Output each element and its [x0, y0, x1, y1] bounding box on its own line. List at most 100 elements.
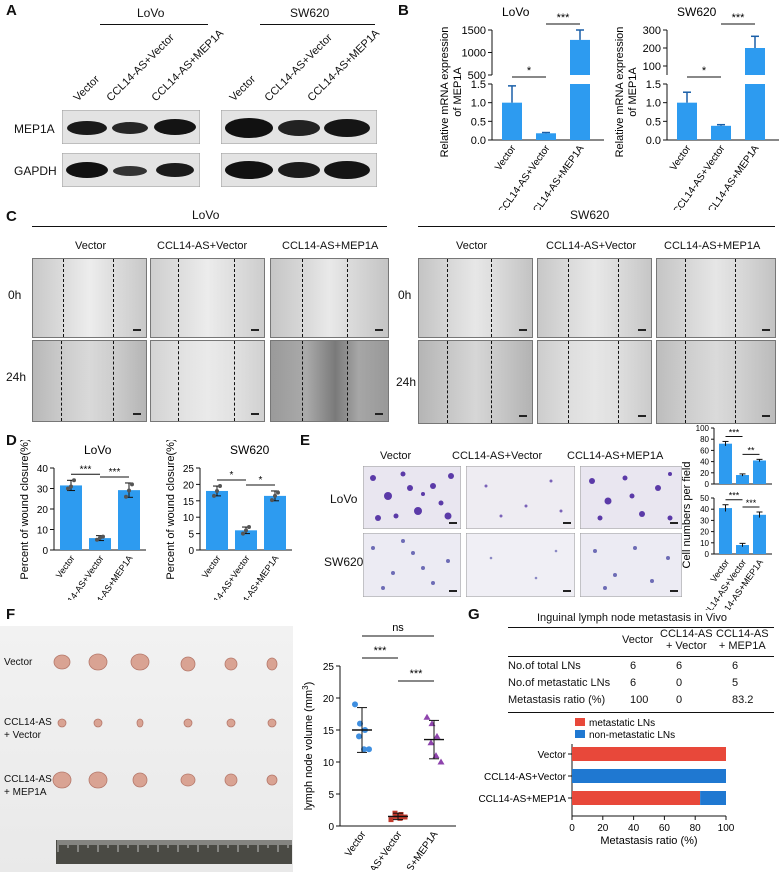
protein-label-gapdh: GAPDH — [14, 164, 57, 178]
timepoint-label: 0h — [398, 288, 412, 302]
x-tick-label: Vector — [668, 143, 694, 173]
row-label: Vector — [4, 657, 33, 668]
table-column-header: CCL14-AS + MEP1A — [716, 628, 769, 652]
chart-f-lymph-volume: lymph node volume (mm3)0510152025VectorC… — [301, 622, 456, 870]
bar — [502, 102, 522, 140]
x-tick-label: Vector — [343, 829, 369, 859]
condition-label: CCL14-AS+Vector — [546, 240, 637, 252]
chart-title: LoVo — [84, 443, 112, 457]
y-tick-label: 30 — [37, 485, 49, 496]
bar-segment — [572, 747, 726, 761]
transwell-image — [466, 466, 575, 529]
panel-label-c: C — [6, 208, 17, 225]
wound-image — [150, 258, 265, 338]
data-point — [218, 484, 222, 489]
data-point — [101, 534, 105, 539]
western-blot-gapdh-lovo — [62, 153, 200, 187]
y-tick-label: 1.0 — [471, 98, 486, 110]
y-tick-label: 20 — [700, 469, 709, 478]
y-tick-label: 0 — [328, 822, 334, 833]
wound-image — [418, 340, 533, 424]
data-point — [366, 746, 372, 753]
y-tick-label: 30 — [700, 516, 709, 525]
row-label: LoVo — [330, 492, 358, 506]
y-tick-label: 0 — [42, 546, 48, 557]
data-point — [437, 758, 445, 765]
bar — [677, 102, 697, 140]
significance-label: * — [527, 65, 532, 77]
y-tick-label: 5 — [328, 790, 334, 801]
data-point — [427, 739, 435, 746]
wound-image — [270, 340, 389, 422]
wound-image — [537, 258, 652, 338]
lymph-nodes — [52, 653, 278, 789]
table-cell: 6 — [630, 677, 637, 689]
data-point — [270, 498, 274, 503]
y-axis-label: Percent of wound closure(%) — [19, 440, 31, 580]
x-tick-label: Vector — [200, 553, 223, 580]
y-axis-label: Cell numbers per field — [682, 462, 693, 569]
bar — [745, 84, 765, 140]
bar — [206, 490, 228, 550]
y-tick-label: 0 — [705, 480, 710, 489]
group-line — [100, 24, 208, 25]
y-tick-label: 40 — [37, 464, 49, 475]
data-point — [95, 537, 99, 542]
bar — [570, 39, 590, 75]
significance-label: ** — [747, 445, 755, 455]
data-point — [276, 490, 280, 495]
y-tick-label: 1.5 — [471, 79, 486, 91]
y-axis-label: Relative mRNA expressionof MEP1A — [614, 27, 639, 158]
table-rule — [508, 712, 774, 713]
lane-label: Vector — [71, 73, 103, 104]
y-tick-label: 0.0 — [646, 135, 661, 147]
bar-segment — [572, 769, 726, 783]
y-tick-label: 10 — [183, 513, 195, 524]
protein-label-mep1a: MEP1A — [14, 122, 55, 136]
table-cell: 5 — [732, 677, 739, 689]
y-tick-label: 0 — [188, 546, 194, 557]
panel-label-b: B — [398, 2, 409, 19]
y-tick-label: 200 — [643, 43, 661, 55]
lane-label: CCL14-AS+MEP1A — [305, 27, 383, 104]
bar — [753, 514, 766, 554]
data-point — [433, 732, 441, 739]
wound-image — [270, 258, 389, 338]
condition-label: CCL14-AS+Vector — [452, 450, 543, 462]
table-cell: 6 — [630, 660, 637, 672]
group-line — [260, 24, 375, 25]
y-tick-label: 100 — [696, 424, 710, 433]
y-tick-label: 20 — [700, 528, 709, 537]
western-blot-gapdh-sw620 — [221, 153, 377, 187]
panel-label-e: E — [300, 432, 311, 449]
y-tick-label: 1000 — [462, 48, 486, 60]
group-label-lovo: LoVo — [192, 208, 220, 222]
wound-image — [656, 258, 776, 338]
table-column-header: CCL14-AS + Vector — [660, 628, 713, 652]
legend-label: metastatic LNs — [589, 718, 655, 729]
bar — [118, 490, 140, 550]
transwell-image — [580, 466, 682, 529]
western-blot-mep1a-sw620 — [221, 110, 377, 144]
legend-swatch — [575, 718, 585, 726]
group-label-sw620: SW620 — [570, 208, 610, 222]
y-tick-label: 0.5 — [471, 116, 486, 128]
table-row-label: No.of total LNs — [508, 660, 581, 672]
table-cell: 100 — [630, 694, 649, 706]
chart-title: LoVo — [502, 5, 530, 19]
wound-image — [150, 340, 265, 422]
data-point — [388, 817, 394, 823]
bar — [264, 495, 286, 550]
y-tick-label: 80 — [700, 435, 709, 444]
significance-label: * — [259, 475, 263, 486]
y-tick-label: 20 — [183, 480, 195, 491]
y-tick-label: 60 — [700, 446, 709, 455]
x-tick-label: Vector — [493, 143, 519, 173]
table-rule — [508, 627, 774, 628]
data-point — [69, 484, 73, 489]
data-point — [127, 488, 131, 493]
significance-label: * — [230, 470, 234, 481]
bar — [745, 48, 765, 75]
table-rule — [508, 656, 774, 657]
